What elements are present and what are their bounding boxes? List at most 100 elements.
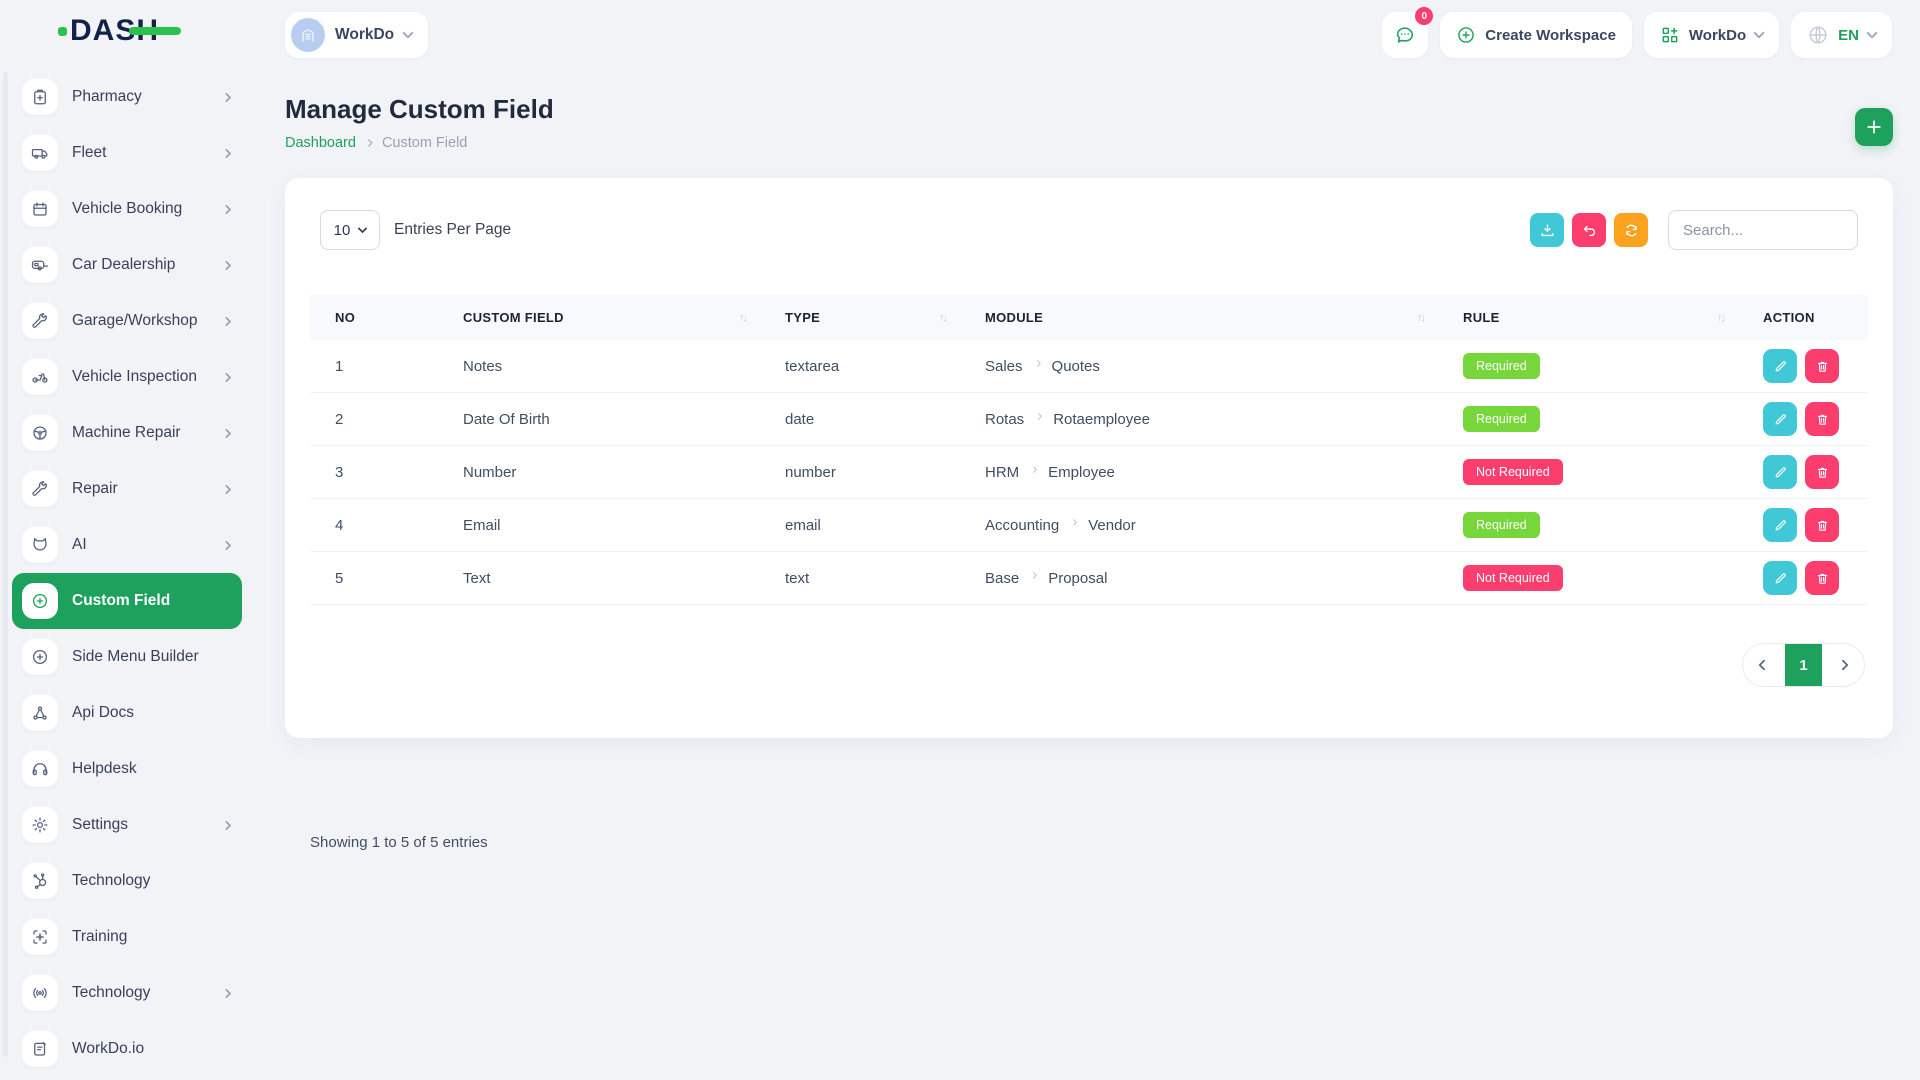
sidebar-item-garage-workshop[interactable]: Garage/Workshop	[12, 293, 242, 349]
wrench-icon	[22, 303, 58, 339]
sidebar-item-vehicle-inspection[interactable]: Vehicle Inspection	[12, 349, 242, 405]
refresh-icon	[1625, 224, 1637, 236]
sort-icon: ↑↓	[939, 311, 948, 324]
pencil-icon	[1775, 413, 1786, 424]
chevron-right-icon	[221, 820, 232, 830]
edit-button[interactable]	[1763, 402, 1797, 436]
refresh-button[interactable]	[1614, 213, 1648, 247]
sidebar-item-api-docs[interactable]: Api Docs	[12, 685, 242, 741]
chevron-right-icon	[1030, 571, 1038, 579]
page-title: Manage Custom Field	[285, 94, 554, 124]
header-type[interactable]: TYPE ↑↓	[760, 310, 960, 325]
scan-icon	[22, 919, 58, 955]
pagination-prev-button[interactable]	[1743, 644, 1785, 686]
delete-button[interactable]	[1805, 402, 1839, 436]
sidebar-item-label: Pharmacy	[72, 88, 142, 105]
topbar-actions: 0 Create Workspace WorkDo EN	[1382, 7, 1892, 58]
custom-field-card: 10 Entries Per Page NO CUSTOM FIELD ↑↓	[285, 178, 1893, 851]
sidebar-item-helpdesk[interactable]: Helpdesk	[12, 741, 242, 797]
chevron-down-icon	[402, 27, 414, 39]
rule-badge: Required	[1463, 353, 1540, 379]
cell-custom-field: Text	[463, 569, 491, 587]
van-icon	[22, 135, 58, 171]
cell-module: Accounting Vendor	[985, 516, 1136, 534]
cell-module: HRM Employee	[985, 463, 1115, 481]
cell-type: textarea	[785, 357, 840, 375]
chevron-right-icon	[221, 316, 232, 326]
cell-type: email	[785, 516, 821, 534]
header-custom-field[interactable]: CUSTOM FIELD ↑↓	[438, 310, 760, 325]
sidebar-item-settings[interactable]: Settings	[12, 797, 242, 853]
cell-no: 2	[335, 410, 344, 428]
globe-icon	[1809, 26, 1827, 44]
motorcycle-icon	[22, 359, 58, 395]
pencil-icon	[1775, 466, 1786, 477]
grid-plus-icon	[1662, 27, 1678, 43]
download-icon	[1541, 224, 1553, 236]
chevron-right-icon	[221, 204, 232, 214]
sidebar-item-pharmacy[interactable]: Pharmacy	[12, 69, 242, 125]
header-no: NO	[335, 310, 356, 325]
sidebar-item-label: Side Menu Builder	[72, 648, 199, 665]
edit-button[interactable]	[1763, 561, 1797, 595]
cell-module: Sales Quotes	[985, 357, 1100, 375]
sort-icon: ↑↓	[1417, 311, 1426, 324]
delete-button[interactable]	[1805, 508, 1839, 542]
table-toolbar	[1530, 210, 1858, 250]
language-dropdown[interactable]: EN	[1791, 12, 1892, 58]
sidebar-item-machine-repair[interactable]: Machine Repair	[12, 405, 242, 461]
sidebar-item-workdo-io[interactable]: WorkDo.io	[12, 1021, 242, 1077]
export-button[interactable]	[1530, 213, 1564, 247]
chevron-right-icon	[221, 988, 232, 998]
cell-no: 3	[335, 463, 344, 481]
sidebar-item-vehicle-booking[interactable]: Vehicle Booking	[12, 181, 242, 237]
edit-button[interactable]	[1763, 349, 1797, 383]
workspace-selector[interactable]: WorkDo	[285, 12, 429, 58]
cat-icon	[22, 527, 58, 563]
app-logo[interactable]: DASH	[58, 14, 182, 48]
table-header-row: NO CUSTOM FIELD ↑↓ TYPE ↑↓ MODULE ↑↓ RUL…	[310, 295, 1868, 340]
chat-bubble-icon	[1397, 27, 1414, 43]
chevron-right-icon	[1837, 659, 1849, 671]
sidebar-item-custom-field[interactable]: Custom Field	[12, 573, 242, 629]
sort-icon: ↑↓	[1717, 311, 1726, 324]
pagination: 1	[1742, 643, 1865, 687]
pagination-page-1[interactable]: 1	[1785, 644, 1822, 686]
edit-button[interactable]	[1763, 455, 1797, 489]
delete-button[interactable]	[1805, 349, 1839, 383]
rule-badge: Not Required	[1463, 459, 1563, 485]
note-edit-icon	[22, 1031, 58, 1067]
breadcrumb-dashboard-link[interactable]: Dashboard	[285, 135, 356, 151]
cell-custom-field: Number	[463, 463, 517, 481]
header-module[interactable]: MODULE ↑↓	[960, 310, 1438, 325]
rule-badge: Required	[1463, 406, 1540, 432]
app-switcher-dropdown[interactable]: WorkDo	[1643, 12, 1780, 58]
sidebar-item-side-menu-builder[interactable]: Side Menu Builder	[12, 629, 242, 685]
entries-per-page-select[interactable]: 10	[320, 210, 380, 250]
sidebar-item-label: Vehicle Booking	[72, 200, 183, 217]
pagination-next-button[interactable]	[1822, 644, 1864, 686]
header-rule[interactable]: RULE ↑↓	[1438, 310, 1738, 325]
sidebar-item-ai[interactable]: AI	[12, 517, 242, 573]
reset-button[interactable]	[1572, 213, 1606, 247]
sidebar-scrollbar[interactable]	[3, 72, 8, 1057]
workspace-avatar	[291, 18, 325, 52]
sidebar-item-repair[interactable]: Repair	[12, 461, 242, 517]
create-workspace-button[interactable]: Create Workspace	[1440, 12, 1632, 58]
sidebar-item-car-dealership[interactable]: Car Dealership	[12, 237, 242, 293]
trash-icon	[1817, 520, 1827, 531]
add-custom-field-button[interactable]	[1855, 108, 1893, 146]
sidebar-item-technology-2[interactable]: Technology	[12, 965, 242, 1021]
sidebar-item-training[interactable]: Training	[12, 909, 242, 965]
sidebar-item-fleet[interactable]: Fleet	[12, 125, 242, 181]
logo-dot-icon	[58, 26, 67, 36]
delete-button[interactable]	[1805, 561, 1839, 595]
messages-button[interactable]: 0	[1382, 7, 1434, 58]
search-input[interactable]	[1668, 210, 1858, 250]
sidebar: Pharmacy Fleet Vehicle Booking Car Deale…	[12, 69, 242, 1077]
chevron-right-icon	[221, 372, 232, 382]
chevron-down-icon	[1753, 27, 1765, 39]
delete-button[interactable]	[1805, 455, 1839, 489]
sidebar-item-technology[interactable]: Technology	[12, 853, 242, 909]
edit-button[interactable]	[1763, 508, 1797, 542]
